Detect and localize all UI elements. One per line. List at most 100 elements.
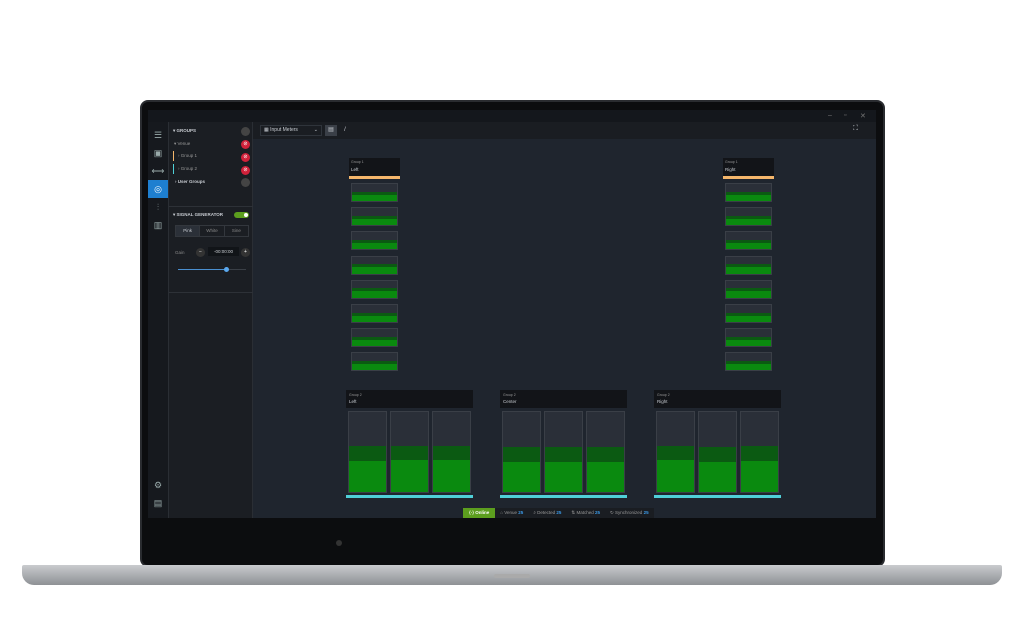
meter-fill xyxy=(352,315,397,322)
status-bar: ⟨·⟩ Online ⌂ Venue 25 ⌕ Detected 25 ⇅ Matc… xyxy=(463,508,654,518)
analyzer-icon[interactable]: ▥ xyxy=(153,220,163,230)
meter-fill xyxy=(352,218,397,226)
channel-label: Left xyxy=(351,167,359,172)
channel-header[interactable]: Group 2 Right xyxy=(654,390,781,408)
meters-icon[interactable]: ◎ xyxy=(148,180,168,198)
group-item[interactable]: › Group 1 xyxy=(178,153,198,158)
level-meter xyxy=(725,352,772,372)
meter-fill xyxy=(352,291,397,298)
level-meter xyxy=(390,411,429,493)
status-label: Synchronized xyxy=(615,510,643,515)
slider-thumb[interactable] xyxy=(223,267,229,272)
meter-fill xyxy=(726,194,771,201)
online-badge: ⟨·⟩ Online xyxy=(463,508,496,518)
app-screen: – ▫ ✕ ☰ ▣ ⟷ ◎ ⫶ ▥ ⚙ ▤ ▾ GROUPS ▾ Venue ⊘ › Grou… xyxy=(148,110,876,518)
signal-generator-title: ▾ SIGNAL GENERATOR xyxy=(173,212,224,217)
status-label: Detected xyxy=(537,510,556,515)
venue-item[interactable]: ▾ Venue xyxy=(174,141,191,146)
devices-icon[interactable]: ▣ xyxy=(153,148,163,158)
tab-sine[interactable]: Sine xyxy=(223,226,248,236)
meter-fill xyxy=(726,339,771,347)
channel-header[interactable]: Group 2 Center xyxy=(500,390,627,408)
groups-title[interactable]: ▾ GROUPS xyxy=(173,128,197,133)
minimize-button[interactable]: – xyxy=(828,112,832,119)
status-synchronized[interactable]: ↻ Synchronized 25 xyxy=(605,508,654,518)
log-icon[interactable]: ▤ xyxy=(153,498,163,508)
tab-pink[interactable]: Pink xyxy=(176,226,200,236)
meter-fill xyxy=(726,218,771,226)
edit-button[interactable]: / xyxy=(344,127,346,133)
user-groups-icon[interactable] xyxy=(241,178,250,187)
level-meter xyxy=(502,411,541,493)
meter-fill xyxy=(657,460,694,492)
meter-view-button[interactable]: ▤ xyxy=(325,125,337,136)
mute-icon[interactable]: ⊘ xyxy=(241,140,250,149)
group-label: Group 1 xyxy=(725,160,738,164)
status-label: Matched xyxy=(576,510,594,515)
meter-fill xyxy=(352,339,397,347)
channel-label: Left xyxy=(349,399,357,404)
group-color-bar xyxy=(654,495,781,498)
menu-icon[interactable]: ☰ xyxy=(153,130,163,140)
close-button[interactable]: ✕ xyxy=(860,113,866,120)
group-color-bar xyxy=(349,176,400,179)
group-color-bar xyxy=(173,151,174,161)
group-label: Group 2 xyxy=(503,393,516,397)
meter-fill xyxy=(433,460,470,492)
signal-generator-toggle[interactable] xyxy=(234,212,249,218)
level-meter xyxy=(725,231,772,251)
group-label: Group 2 xyxy=(657,393,670,397)
signal-type-tabs: Pink White Sine xyxy=(175,225,249,237)
tab-white[interactable]: White xyxy=(199,226,223,236)
mute-icon[interactable]: ⊘ xyxy=(241,166,250,175)
divider xyxy=(169,292,253,293)
status-label: Venue xyxy=(504,510,518,515)
sync-icon: ↻ xyxy=(610,510,614,515)
group-color-bar xyxy=(346,495,473,498)
channel-header[interactable]: Group 1 Left xyxy=(349,158,400,176)
network-icon[interactable]: ⟷ xyxy=(151,166,165,176)
level-meter xyxy=(740,411,779,493)
user-groups-item[interactable]: › User Groups xyxy=(175,179,206,184)
channel-label: Center xyxy=(503,399,517,404)
meter-fill xyxy=(391,460,428,492)
maximize-button[interactable]: ▫ xyxy=(844,112,847,119)
level-meter xyxy=(351,183,398,202)
gain-input[interactable]: -00:00:00 xyxy=(208,247,239,256)
toolbar: ▦ Input Meters ⌄ ▤ / ⛶ xyxy=(253,122,876,139)
meter-fill xyxy=(726,243,771,250)
level-meter xyxy=(586,411,625,493)
gain-slider[interactable] xyxy=(178,267,246,272)
groups-options-icon[interactable] xyxy=(241,127,250,136)
gain-increase-button[interactable]: + xyxy=(241,248,250,257)
settings-icon[interactable]: ⚙ xyxy=(153,480,163,490)
status-venue[interactable]: ⌂ Venue 25 xyxy=(495,508,528,518)
group-item[interactable]: › Group 2 xyxy=(178,166,198,171)
group-label: Group 1 xyxy=(351,160,364,164)
gain-decrease-button[interactable]: − xyxy=(196,248,205,257)
channel-label: Right xyxy=(725,167,736,172)
channel-header[interactable]: Group 1 Right xyxy=(723,158,774,176)
status-count: 25 xyxy=(594,510,600,515)
mixer-icon[interactable]: ⫶ xyxy=(156,202,160,212)
status-detected[interactable]: ⌕ Detected 25 xyxy=(528,508,566,518)
level-meter xyxy=(698,411,737,493)
channel-header[interactable]: Group 2 Left xyxy=(346,390,473,408)
match-icon: ⇅ xyxy=(571,510,576,515)
level-meter xyxy=(725,183,772,202)
fullscreen-icon[interactable]: ⛶ xyxy=(853,125,858,132)
level-meter xyxy=(351,255,398,275)
status-count: 25 xyxy=(556,510,562,515)
mute-icon[interactable]: ⊘ xyxy=(241,153,250,162)
search-icon: ⌕ xyxy=(533,510,536,515)
level-meter xyxy=(351,279,398,299)
level-meter xyxy=(351,352,398,372)
level-meter xyxy=(351,207,398,227)
level-meter xyxy=(725,304,772,323)
status-matched[interactable]: ⇅ Matched 25 xyxy=(566,508,605,518)
level-meter xyxy=(725,279,772,299)
side-panel: ▾ GROUPS ▾ Venue ⊘ › Group 1 ⊘ › Group 2… xyxy=(168,122,253,518)
group-color-bar xyxy=(173,164,174,174)
view-select[interactable]: ▦ Input Meters ⌄ xyxy=(260,125,322,136)
laptop-notch xyxy=(494,574,530,578)
